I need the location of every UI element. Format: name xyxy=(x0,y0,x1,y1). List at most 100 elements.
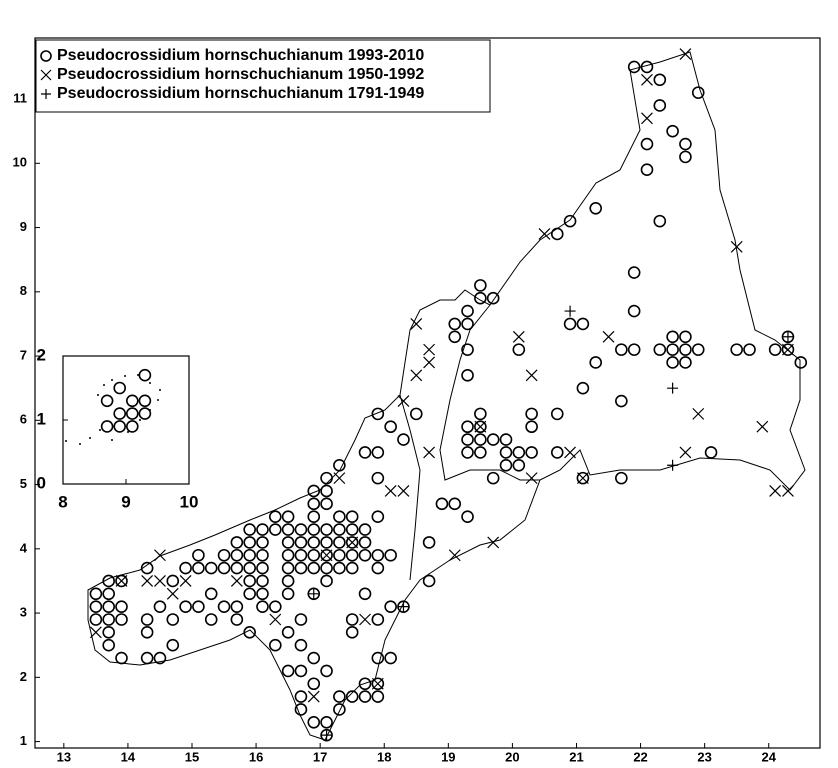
point xyxy=(294,664,308,678)
x-tick-label: 10 xyxy=(180,492,199,511)
point xyxy=(474,446,487,459)
point xyxy=(102,587,115,601)
point xyxy=(448,317,462,331)
point xyxy=(217,561,231,575)
point xyxy=(461,317,474,331)
point xyxy=(525,472,538,485)
point xyxy=(679,356,692,369)
point xyxy=(679,343,692,356)
point xyxy=(269,638,282,652)
point xyxy=(423,446,436,459)
point xyxy=(397,433,410,446)
y-tick-label: 4 xyxy=(20,540,28,555)
point xyxy=(166,587,179,600)
point xyxy=(204,613,218,626)
point xyxy=(653,99,667,112)
point xyxy=(371,471,385,485)
point xyxy=(641,73,653,86)
point xyxy=(115,574,128,588)
point xyxy=(333,472,346,485)
point xyxy=(640,60,654,74)
point xyxy=(615,343,628,356)
point xyxy=(691,86,705,99)
point xyxy=(525,369,538,382)
point xyxy=(320,548,333,562)
point xyxy=(141,575,154,587)
point xyxy=(358,536,372,549)
point xyxy=(371,548,385,562)
point xyxy=(320,561,333,575)
point xyxy=(512,343,526,356)
point xyxy=(89,587,103,601)
point xyxy=(679,48,692,60)
point xyxy=(384,548,397,562)
point xyxy=(333,510,346,523)
point xyxy=(730,343,743,356)
point xyxy=(564,305,576,317)
x-tick-label: 18 xyxy=(377,749,391,764)
point xyxy=(345,613,359,626)
point xyxy=(474,433,487,446)
point xyxy=(281,626,295,639)
point xyxy=(320,484,333,498)
point xyxy=(294,638,308,652)
point xyxy=(307,536,321,549)
point xyxy=(384,651,397,665)
y-tick-label: 8 xyxy=(20,283,27,298)
point xyxy=(320,497,333,511)
point xyxy=(782,343,794,356)
point xyxy=(192,548,205,562)
point xyxy=(704,446,718,459)
inset-coast xyxy=(65,374,161,445)
point xyxy=(487,536,500,549)
point xyxy=(602,330,615,343)
point xyxy=(281,561,295,575)
point xyxy=(230,548,244,562)
x-tick-label: 20 xyxy=(505,749,519,764)
point xyxy=(679,446,692,459)
point xyxy=(294,703,308,716)
point xyxy=(564,446,577,459)
y-tick-label: 3 xyxy=(20,605,27,620)
point xyxy=(666,343,679,356)
point xyxy=(102,626,115,639)
y-tick-label: 1 xyxy=(37,409,46,428)
point xyxy=(281,574,295,588)
point xyxy=(294,561,308,575)
point xyxy=(307,548,321,562)
legend-marker xyxy=(40,69,52,81)
point xyxy=(281,664,295,678)
point xyxy=(113,420,126,433)
point xyxy=(320,471,333,485)
point xyxy=(102,600,115,613)
point xyxy=(179,561,192,575)
point xyxy=(217,548,231,562)
point xyxy=(126,420,139,433)
point xyxy=(397,485,410,497)
point xyxy=(371,510,385,523)
point xyxy=(576,471,590,485)
point xyxy=(333,703,346,716)
point xyxy=(243,523,256,536)
point xyxy=(320,664,333,678)
point xyxy=(89,600,103,613)
point xyxy=(138,368,152,382)
point xyxy=(782,485,794,497)
point xyxy=(333,561,346,575)
point xyxy=(550,227,564,241)
point xyxy=(294,690,308,703)
point xyxy=(154,575,166,587)
legend-label: Pseudocrossidium hornschuchianum 1791-19… xyxy=(57,85,424,102)
point xyxy=(102,638,115,652)
point xyxy=(333,690,346,703)
point xyxy=(409,407,423,421)
point xyxy=(153,651,167,665)
point xyxy=(499,458,513,472)
point xyxy=(345,536,359,549)
point xyxy=(243,536,256,549)
point xyxy=(371,446,385,459)
point xyxy=(371,651,385,665)
point xyxy=(243,548,256,562)
point xyxy=(782,331,794,343)
